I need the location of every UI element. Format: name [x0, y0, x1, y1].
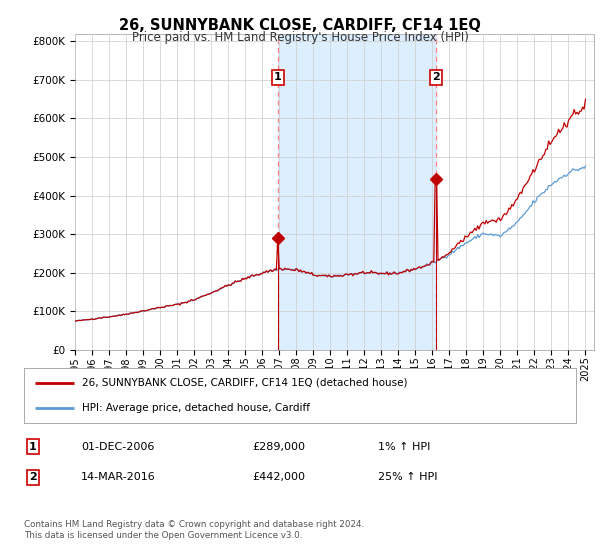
Text: £289,000: £289,000: [252, 442, 305, 452]
Text: £442,000: £442,000: [252, 472, 305, 482]
Text: 1% ↑ HPI: 1% ↑ HPI: [378, 442, 430, 452]
Text: 26, SUNNYBANK CLOSE, CARDIFF, CF14 1EQ: 26, SUNNYBANK CLOSE, CARDIFF, CF14 1EQ: [119, 18, 481, 34]
Text: Contains HM Land Registry data © Crown copyright and database right 2024.
This d: Contains HM Land Registry data © Crown c…: [24, 520, 364, 540]
Text: Price paid vs. HM Land Registry's House Price Index (HPI): Price paid vs. HM Land Registry's House …: [131, 31, 469, 44]
Text: 26, SUNNYBANK CLOSE, CARDIFF, CF14 1EQ (detached house): 26, SUNNYBANK CLOSE, CARDIFF, CF14 1EQ (…: [82, 378, 407, 388]
Text: 14-MAR-2016: 14-MAR-2016: [81, 472, 156, 482]
Text: 2: 2: [29, 472, 37, 482]
Text: 01-DEC-2006: 01-DEC-2006: [81, 442, 154, 452]
Text: 25% ↑ HPI: 25% ↑ HPI: [378, 472, 437, 482]
Text: 1: 1: [29, 442, 37, 452]
Text: 1: 1: [274, 72, 282, 82]
Text: 2: 2: [432, 72, 440, 82]
Text: HPI: Average price, detached house, Cardiff: HPI: Average price, detached house, Card…: [82, 403, 310, 413]
Bar: [278, 34, 436, 350]
